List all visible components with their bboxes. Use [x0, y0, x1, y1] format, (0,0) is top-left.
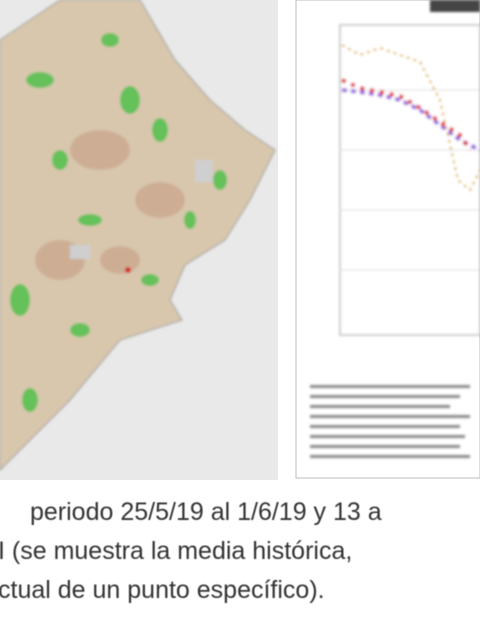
- figure: [0, 0, 480, 480]
- caption-line: ctual de un punto específico).: [0, 576, 325, 604]
- caption: periodo 25/5/19 al 1/6/19 y 13 a I (se m…: [0, 490, 480, 640]
- chart-drawing: [310, 0, 480, 458]
- map: [0, 0, 276, 471]
- caption-line: I (se muestra la media histórica,: [0, 537, 353, 565]
- caption-line: periodo 25/5/19 al 1/6/19 y 13 a: [30, 498, 382, 526]
